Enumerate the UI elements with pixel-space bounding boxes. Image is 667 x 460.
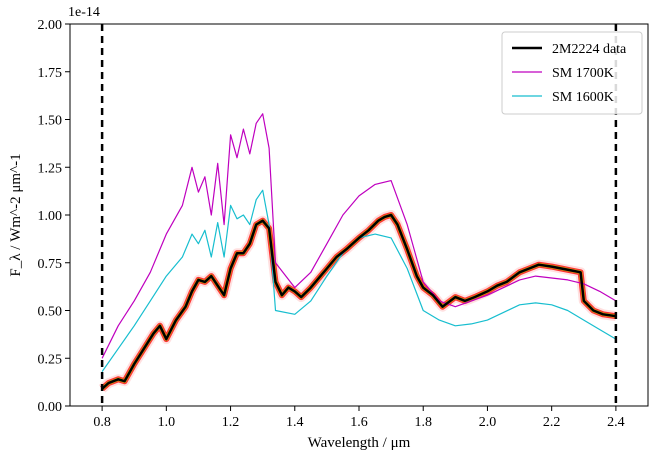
x-tick-label: 1.2 [222,415,240,430]
legend-label: SM 1700K [552,66,614,81]
x-tick-label: 1.6 [350,415,368,430]
legend-label: 2M2224 data [552,42,627,57]
y-tick-label: 1.75 [38,66,63,81]
legend: 2M2224 data SM 1700K SM 1600K [501,31,643,115]
y-tick-label: 1.25 [38,161,63,176]
series-layer [101,113,617,390]
series-line-sm-1700k [101,113,617,359]
x-tick-label: 0.8 [93,415,111,430]
y-offset-label: 1e-14 [68,5,100,20]
y-tick-label: 1.00 [38,209,63,224]
legend-box [501,31,643,115]
x-tick-label: 1.8 [414,415,432,430]
uncertainty-bands [98,210,617,393]
x-tick-label: 2.0 [479,415,497,430]
y-axis-ticks: 0.00 0.25 0.50 0.75 1.00 1.25 1.50 1.75 2.00 [38,18,70,415]
x-tick-label: 1.0 [158,415,176,430]
x-axis-ticks: 0.8 1.0 1.2 1.4 1.6 1.8 2.0 2.2 2.4 [93,406,625,430]
series-line-sm-1600k [101,189,617,372]
x-tick-label: 2.4 [607,415,625,430]
x-tick-label: 2.2 [543,415,561,430]
legend-label: SM 1600K [552,90,614,105]
x-tick-label: 1.4 [286,415,304,430]
y-tick-label: 0.25 [38,352,63,367]
x-axis-label: Wavelength / μm [308,435,411,451]
y-tick-label: 0.50 [38,305,63,320]
y-tick-label: 0.75 [38,257,63,272]
series-line-2m2224-data [101,213,617,390]
y-axis-label: F_λ / Wm^-2 μm^-1 [8,153,24,276]
uncertainty-band [100,212,617,392]
y-tick-label: 0.00 [38,400,63,415]
y-tick-label: 2.00 [38,18,63,33]
y-tick-label: 1.50 [38,114,63,129]
